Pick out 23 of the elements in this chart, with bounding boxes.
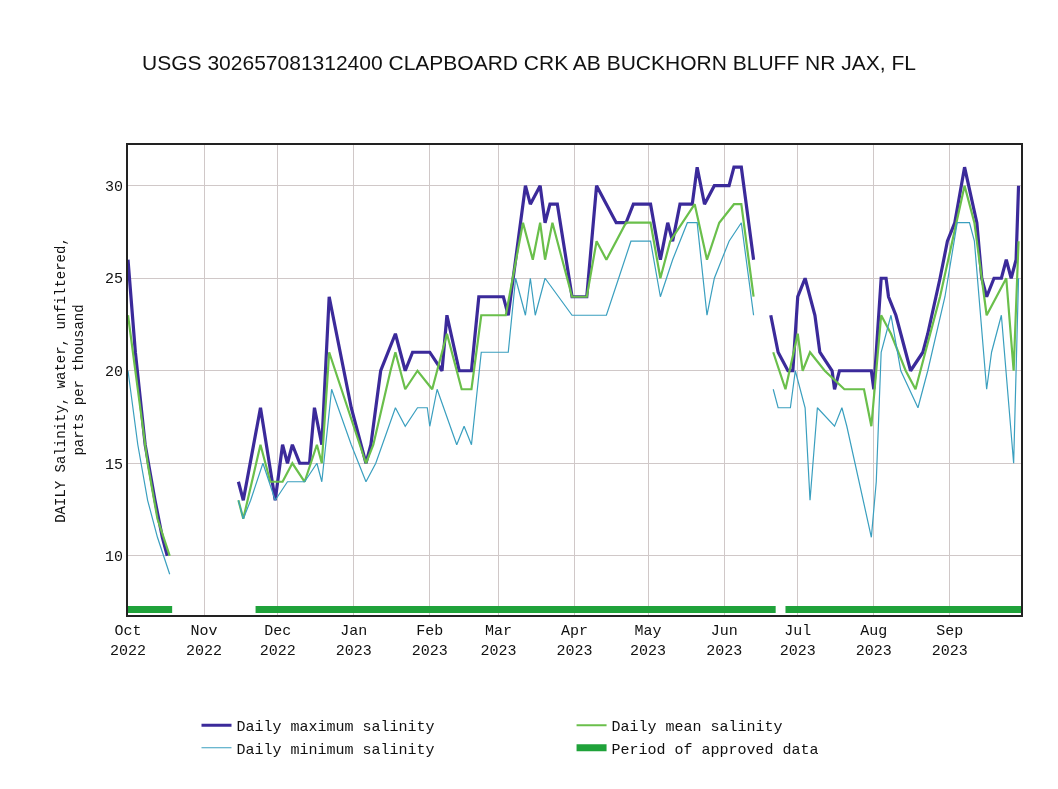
y-tick-label: 20 xyxy=(104,364,123,381)
x-tick-label: Jun 2023 xyxy=(706,623,743,660)
x-tick-label: Jul 2023 xyxy=(779,623,816,660)
chart-title: USGS 302657081312400 CLAPBOARD CRK AB BUCKHORN BLUFF NR JAX, FL xyxy=(142,51,916,75)
legend-label: Daily minimum salinity xyxy=(236,741,435,759)
x-tick-label: Oct 2022 xyxy=(109,623,147,660)
x-tick-label: Feb 2023 xyxy=(411,623,448,660)
legend-label: Daily maximum salinity xyxy=(236,719,435,737)
x-tick-label: Sep 2023 xyxy=(931,623,968,660)
x-tick-label: Jan 2023 xyxy=(335,623,372,660)
y-tick-label: 10 xyxy=(104,549,123,567)
legend-label: Period of approved data xyxy=(611,741,819,759)
x-tick-label: Dec 2022 xyxy=(259,623,296,660)
x-tick-label: May 2023 xyxy=(630,623,667,660)
x-tick-label: Mar 2023 xyxy=(480,623,517,660)
x-tick-label: Aug 2023 xyxy=(855,623,892,660)
y-tick-label: 30 xyxy=(104,178,123,196)
y-tick-label: 15 xyxy=(104,456,123,474)
x-tick-label: Apr 2023 xyxy=(556,623,593,660)
legend-label: Daily mean salinity xyxy=(611,719,783,737)
x-tick-label: Nov 2022 xyxy=(186,623,223,660)
y-axis-title: DAILY Salinity, water, unfiltered, parts per thousand xyxy=(52,237,88,523)
y-tick-label: 25 xyxy=(104,271,123,289)
